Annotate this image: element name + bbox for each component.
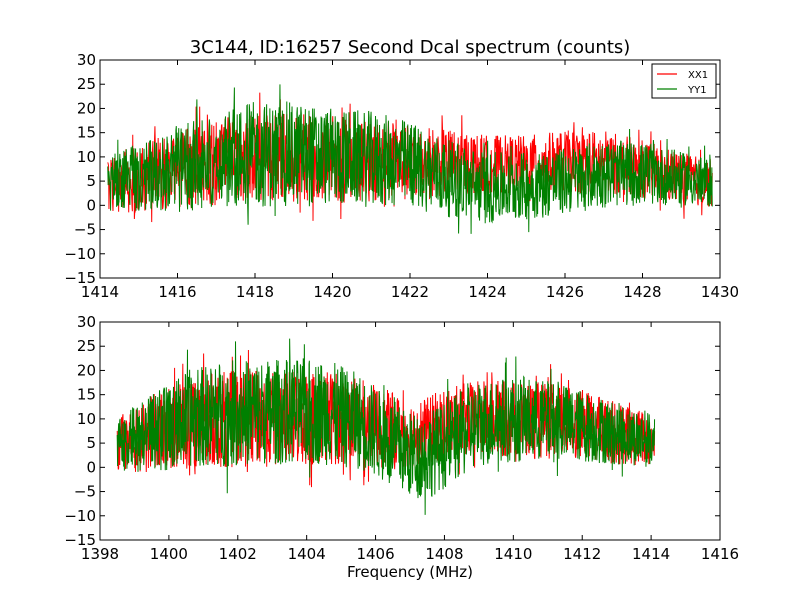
- x-tick-label: 1406: [356, 545, 394, 563]
- y-tick-label: −15: [64, 269, 96, 287]
- y-tick-label: 30: [77, 51, 96, 69]
- y-tick-label: −10: [64, 507, 96, 525]
- y-tick-label: 5: [86, 434, 96, 452]
- x-tick-label: 1402: [219, 545, 257, 563]
- y-tick-label: −5: [74, 483, 96, 501]
- y-tick-label: −15: [64, 531, 96, 549]
- axes-frame: [99, 321, 721, 541]
- series-line-yy1: [116, 338, 656, 515]
- y-tick-label: 0: [86, 458, 96, 476]
- x-tick-label: 1410: [494, 545, 532, 563]
- series-line-yy1: [107, 84, 713, 234]
- x-tick-label: 1416: [701, 545, 739, 563]
- x-tick-label: 1422: [391, 283, 429, 301]
- x-tick-label: 1430: [701, 283, 739, 301]
- y-tick-label: 15: [77, 386, 96, 404]
- x-tick-label: 1398: [81, 545, 119, 563]
- x-tick-label: 1408: [425, 545, 463, 563]
- plot-area: [116, 338, 656, 515]
- x-tick-label: 1412: [563, 545, 601, 563]
- y-tick-label: 0: [86, 196, 96, 214]
- x-tick-label: 1424: [468, 283, 506, 301]
- x-tick-label: 1414: [632, 545, 670, 563]
- y-tick-label: −5: [74, 221, 96, 239]
- chart-title: 3C144, ID:16257 Second Dcal spectrum (co…: [190, 37, 631, 58]
- y-tick-label: 20: [77, 99, 96, 117]
- x-tick-label: 1426: [546, 283, 584, 301]
- legend-label: YY1: [687, 85, 707, 96]
- legend-box: [651, 63, 717, 99]
- y-tick-label: 20: [77, 361, 96, 379]
- y-tick-label: 25: [77, 337, 96, 355]
- y-tick-label: −10: [64, 245, 96, 263]
- legend-label: XX1: [688, 70, 708, 81]
- x-tick-label: 1414: [81, 283, 119, 301]
- chart-top-panel: 1414 1416 1418 1420 1422 1424 1426 1428 1430 −15 −…: [64, 37, 739, 301]
- x-tick-label: 1420: [313, 283, 351, 301]
- y-tick-label: 15: [77, 124, 96, 142]
- x-tick-label: 1418: [236, 283, 274, 301]
- plot-area: [107, 84, 713, 234]
- x-tick-label: 1416: [158, 283, 196, 301]
- x-axis-label: Frequency (MHz): [347, 563, 473, 581]
- y-tick-label: 10: [77, 410, 96, 428]
- y-tick-label: 10: [77, 148, 96, 166]
- x-tick-label: 1400: [150, 545, 188, 563]
- x-tick-label: 1404: [288, 545, 326, 563]
- y-tick-label: 25: [77, 75, 96, 93]
- y-tick-label: 5: [86, 172, 96, 190]
- chart-bottom-panel: 1398 1400 1402 1404 1406 1408 1410 1412 1414 1416…: [64, 313, 739, 581]
- y-tick-label: 30: [77, 313, 96, 331]
- x-tick-label: 1428: [623, 283, 661, 301]
